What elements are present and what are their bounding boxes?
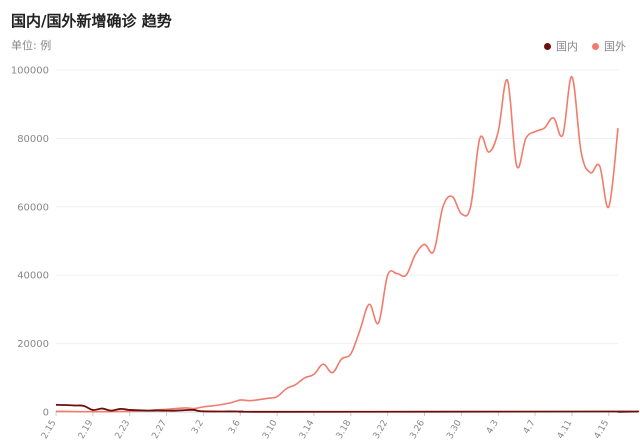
x-tick-label: 2.19 bbox=[77, 418, 96, 441]
legend-item-foreign[interactable]: 国外 bbox=[592, 38, 626, 54]
legend: 国内 国外 bbox=[544, 38, 626, 54]
y-tick-label: 40000 bbox=[17, 271, 49, 282]
legend-item-domestic[interactable]: 国内 bbox=[544, 38, 578, 54]
y-tick-label: 80000 bbox=[17, 134, 49, 145]
x-tick-label: 2.27 bbox=[150, 419, 169, 441]
y-tick-label: 100000 bbox=[11, 66, 49, 77]
x-tick-label: 3.2 bbox=[190, 419, 206, 436]
x-tick-label: 4.15 bbox=[593, 419, 612, 441]
legend-label-foreign: 国外 bbox=[604, 40, 626, 53]
legend-dot-domestic bbox=[544, 42, 551, 50]
legend-dot-foreign bbox=[592, 42, 599, 50]
unit-label: 单位: 例 bbox=[11, 39, 52, 52]
x-tick-label: 3.10 bbox=[261, 418, 280, 441]
x-tick-label: 4.11 bbox=[556, 419, 575, 441]
chart-title: 国内/国外新增确诊 趋势 bbox=[11, 12, 172, 30]
series-line-domestic bbox=[55, 403, 640, 413]
x-tick-label: 3.22 bbox=[372, 419, 391, 441]
x-tick-label: 4.3 bbox=[485, 418, 501, 435]
x-tick-label: 2.15 bbox=[40, 419, 59, 441]
x-tick-label: 3.18 bbox=[335, 418, 354, 441]
x-tick-label: 3.14 bbox=[298, 418, 317, 441]
y-tick-label: 60000 bbox=[17, 202, 49, 213]
x-tick-label: 3.6 bbox=[227, 418, 243, 436]
x-tick-label: 3.26 bbox=[408, 418, 427, 441]
x-tick-label: 2.23 bbox=[114, 419, 133, 441]
series-line-foreign bbox=[55, 76, 619, 413]
x-tick-label: 3.30 bbox=[445, 418, 464, 441]
x-tick-label: 4.7 bbox=[522, 419, 538, 436]
y-tick-label: 0 bbox=[43, 408, 49, 419]
y-tick-label: 20000 bbox=[17, 339, 49, 350]
legend-label-domestic: 国内 bbox=[556, 40, 578, 53]
